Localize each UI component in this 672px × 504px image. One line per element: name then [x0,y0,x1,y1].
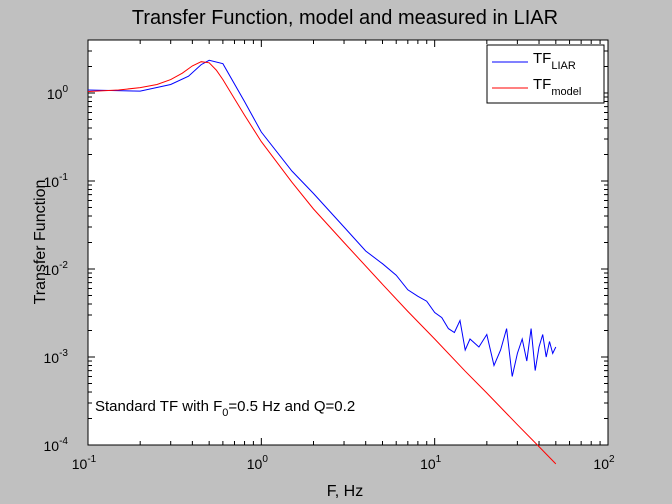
annotation-text: Standard TF with F0=0.5 Hz and Q=0.2 [95,398,355,419]
y-tick-label: 10-2 [44,260,69,278]
x-tick-label: 101 [420,454,442,472]
y-tick-label: 10-1 [44,172,69,190]
x-tick-label: 102 [593,454,615,472]
legend-label: TFmodel [533,76,581,98]
series-line-liar [87,59,557,377]
x-tick-label: 10-1 [72,454,97,472]
axis-ticks: 10-1 100 101 102 10-4 10-3 10-2 10-1 100 [44,39,615,472]
annotation-suffix: =0.5 Hz and Q=0.2 [228,398,355,415]
y-axis-label: Transfer Function [32,180,49,305]
chart-title: Transfer Function, model and measured in… [132,7,558,29]
annotation-prefix: Standard TF with F [95,398,222,415]
y-tick-label: 10-4 [44,436,69,454]
plot-area [87,39,609,446]
x-tick-label: 100 [247,454,269,472]
series-line-model [87,61,557,465]
legend-label: TFLIAR [533,50,576,72]
legend: TFLIAR TFmodel [486,44,605,104]
x-axis-label: F, Hz [327,483,363,500]
y-tick-label: 10-3 [44,348,69,366]
annotation-subscript: 0 [222,407,228,419]
y-tick-label: 100 [47,84,69,102]
series-lines [87,59,557,465]
legend-box [486,44,605,104]
